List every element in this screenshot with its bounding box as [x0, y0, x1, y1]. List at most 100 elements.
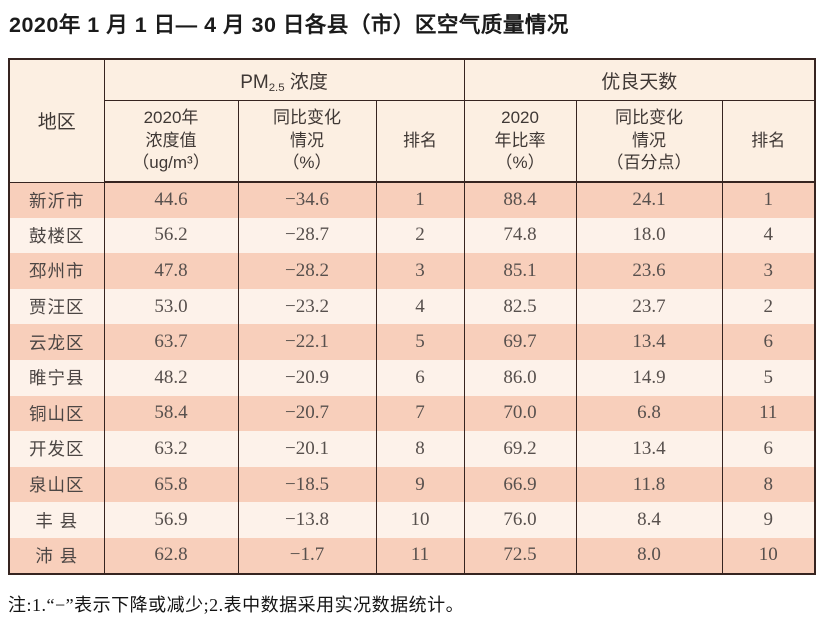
pm25-label-suffix: 浓度	[284, 71, 328, 93]
ratio-cell: 70.0	[463, 395, 577, 432]
region-cell: 丰 县	[8, 502, 105, 538]
ratio-cell: 88.4	[463, 182, 577, 218]
ratio-cell: 82.5	[463, 288, 577, 325]
page-title: 2020年 1 月 1 日— 4 月 30 日各县（市）区空气质量情况	[9, 13, 569, 37]
ratio-change-cell: 14.9	[575, 359, 723, 396]
ratio-cell: 72.5	[463, 537, 577, 574]
region-cell: 邳州市	[8, 253, 105, 289]
ratio-cell: 66.9	[463, 466, 577, 503]
column-header-region: 地区	[8, 59, 105, 183]
pm-rank-cell: 5	[375, 324, 465, 360]
pm-change-cell: −28.7	[237, 217, 377, 254]
days-rank-cell: 6	[721, 431, 816, 467]
days-rank-cell: 8	[721, 466, 816, 503]
pm-rank-cell: 1	[375, 182, 465, 218]
table-row: 新沂市 44.6 −34.6 1 88.4 24.1 1	[8, 182, 816, 218]
ratio-change-cell: 23.7	[575, 288, 723, 325]
pm-rank-cell: 7	[375, 395, 465, 432]
days-rank-cell: 6	[721, 324, 816, 360]
table-row: 开发区 63.2 −20.1 8 69.2 13.4 6	[8, 431, 816, 467]
table-row: 沛 县 62.8 −1.7 11 72.5 8.0 10	[8, 537, 816, 574]
pm-value-cell: 58.4	[103, 395, 239, 432]
pm-rank-cell: 4	[375, 288, 465, 325]
ratio-cell: 86.0	[463, 359, 577, 396]
region-cell: 新沂市	[8, 182, 105, 218]
column-header-pm-change: 同比变化 情况 （%）	[237, 100, 377, 183]
pm-change-cell: −1.7	[237, 537, 377, 574]
pm-value-cell: 47.8	[103, 253, 239, 289]
ratio-change-cell: 24.1	[575, 182, 723, 218]
table-row: 邳州市 47.8 −28.2 3 85.1 23.6 3	[8, 253, 816, 289]
days-rank-cell: 1	[721, 182, 816, 218]
days-rank-cell: 11	[721, 395, 816, 432]
pm-rank-cell: 3	[375, 253, 465, 289]
region-cell: 睢宁县	[8, 359, 105, 396]
pm-change-cell: −18.5	[237, 466, 377, 503]
region-cell: 开发区	[8, 431, 105, 467]
column-group-pm25: PM2.5 浓度	[103, 59, 465, 101]
ratio-cell: 69.2	[463, 431, 577, 467]
pm-change-cell: −23.2	[237, 288, 377, 325]
ratio-change-cell: 8.4	[575, 502, 723, 538]
pm-value-cell: 44.6	[103, 182, 239, 218]
pm-rank-cell: 6	[375, 359, 465, 396]
pm-change-cell: −13.8	[237, 502, 377, 538]
air-quality-table: 地区 PM2.5 浓度 优良天数 2020年 浓度值 （ug/m³） 同比变化 …	[8, 58, 817, 575]
column-header-pm-value: 2020年 浓度值 （ug/m³）	[103, 100, 239, 183]
pm-change-cell: −20.9	[237, 359, 377, 396]
column-header-days-rank: 排名	[721, 100, 816, 183]
header-sub-row: 2020年 浓度值 （ug/m³） 同比变化 情况 （%） 排名 2020 年比…	[9, 100, 816, 183]
pm-rank-cell: 2	[375, 217, 465, 254]
region-cell: 贾汪区	[8, 288, 105, 325]
pm-rank-cell: 11	[375, 537, 465, 574]
ratio-change-cell: 23.6	[575, 253, 723, 289]
pm-value-cell: 56.9	[103, 502, 239, 538]
region-cell: 泉山区	[8, 466, 105, 503]
days-rank-cell: 4	[721, 217, 816, 254]
pm-value-cell: 62.8	[103, 537, 239, 574]
ratio-change-cell: 13.4	[575, 324, 723, 360]
pm-value-cell: 56.2	[103, 217, 239, 254]
pm25-label-prefix: PM	[240, 71, 269, 93]
days-rank-cell: 10	[721, 537, 816, 574]
pm-rank-cell: 10	[375, 502, 465, 538]
pm-value-cell: 63.2	[103, 431, 239, 467]
pm-value-cell: 63.7	[103, 324, 239, 360]
ratio-change-cell: 18.0	[575, 217, 723, 254]
header-group-row: 地区 PM2.5 浓度 优良天数	[8, 59, 816, 183]
pm-change-cell: −22.1	[237, 324, 377, 360]
pm-value-cell: 48.2	[103, 359, 239, 396]
days-rank-cell: 9	[721, 502, 816, 538]
ratio-cell: 76.0	[463, 502, 577, 538]
ratio-cell: 85.1	[463, 253, 577, 289]
pm-change-cell: −34.6	[237, 182, 377, 218]
table-footnote: 注:1.“−”表示下降或减少;2.表中数据采用实况数据统计。	[8, 595, 465, 615]
pm-change-cell: −28.2	[237, 253, 377, 289]
region-cell: 鼓楼区	[8, 217, 105, 254]
column-header-ratio: 2020 年比率 （%）	[463, 100, 577, 183]
pm-change-cell: −20.7	[237, 395, 377, 432]
table-row: 睢宁县 48.2 −20.9 6 86.0 14.9 5	[8, 359, 816, 396]
pm-rank-cell: 8	[375, 431, 465, 467]
pm25-subscript: 2.5	[268, 81, 285, 94]
pm-value-cell: 53.0	[103, 288, 239, 325]
table-row: 鼓楼区 56.2 −28.7 2 74.8 18.0 4	[8, 217, 816, 254]
ratio-change-cell: 6.8	[575, 395, 723, 432]
ratio-change-cell: 11.8	[575, 466, 723, 503]
table-row: 铜山区 58.4 −20.7 7 70.0 6.8 11	[8, 395, 816, 432]
days-rank-cell: 3	[721, 253, 816, 289]
region-cell: 铜山区	[8, 395, 105, 432]
region-cell: 沛 县	[8, 537, 105, 574]
pm-value-cell: 65.8	[103, 466, 239, 503]
days-rank-cell: 5	[721, 359, 816, 396]
region-cell: 云龙区	[8, 324, 105, 360]
ratio-change-cell: 8.0	[575, 537, 723, 574]
pm-change-cell: −20.1	[237, 431, 377, 467]
table-row: 丰 县 56.9 −13.8 10 76.0 8.4 9	[8, 502, 816, 538]
pm-rank-cell: 9	[375, 466, 465, 503]
column-header-pm-rank: 排名	[375, 100, 465, 183]
ratio-cell: 69.7	[463, 324, 577, 360]
table-row: 贾汪区 53.0 −23.2 4 82.5 23.7 2	[8, 288, 816, 325]
table-row: 云龙区 63.7 −22.1 5 69.7 13.4 6	[8, 324, 816, 360]
column-header-ratio-change: 同比变化 情况 （百分点）	[575, 100, 723, 183]
